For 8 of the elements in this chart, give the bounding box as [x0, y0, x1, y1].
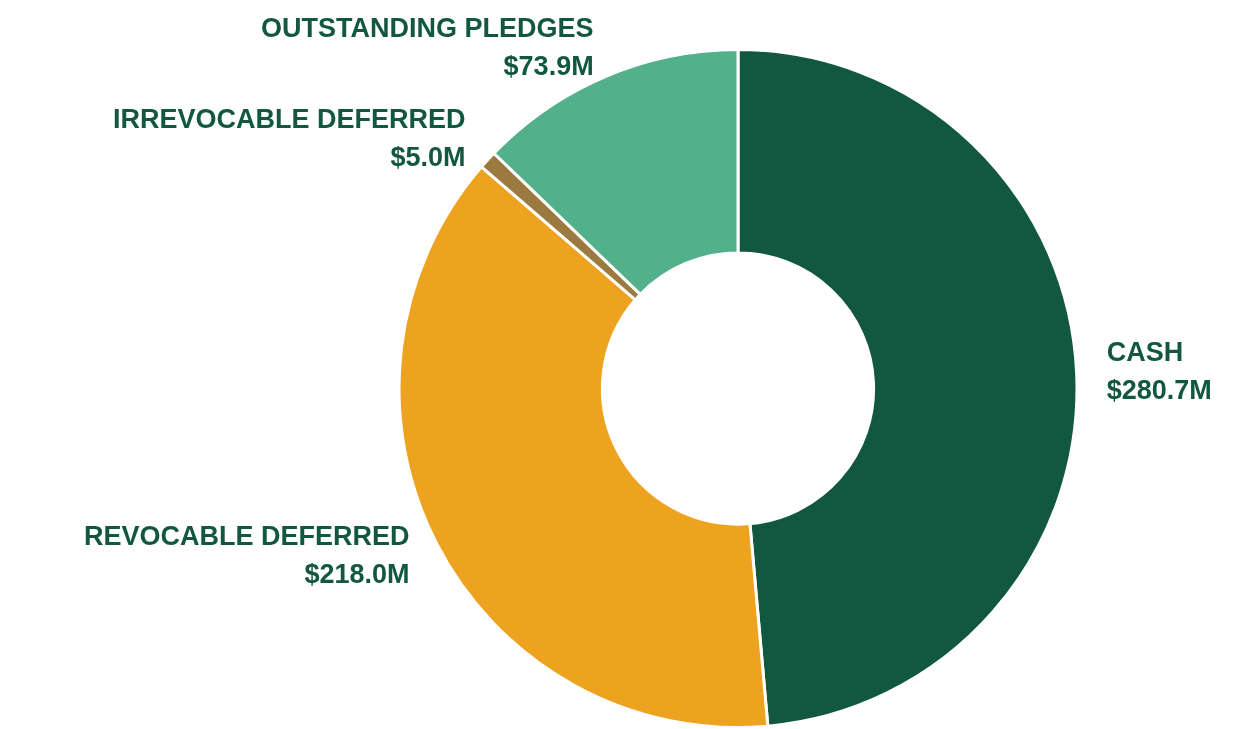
data-label: $5.0M: [390, 142, 466, 173]
data-label: $218.0M: [304, 559, 410, 590]
data-label: $280.7M: [1106, 374, 1212, 405]
slice-label: CASH: [1106, 336, 1184, 367]
slice-label: OUTSTANDING PLEDGES: [261, 13, 594, 44]
slice-label: REVOCABLE DEFERRED: [84, 521, 410, 552]
data-label: $73.9M: [503, 51, 594, 82]
slice-label: IRREVOCABLE DEFERRED: [112, 104, 466, 135]
